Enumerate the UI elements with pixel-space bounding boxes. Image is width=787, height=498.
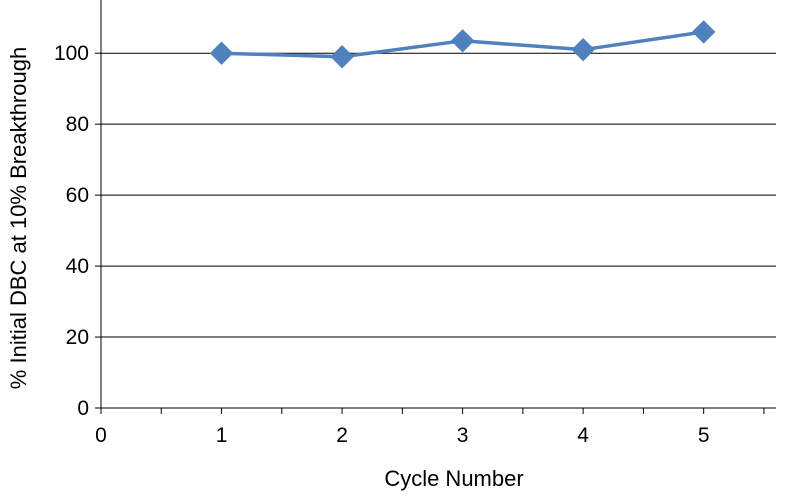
data-point-diamond bbox=[450, 29, 475, 53]
tick-labels: 0 20 40 60 80 100 0 1 2 3 4 5 bbox=[54, 42, 710, 447]
x-tick-label: 2 bbox=[336, 424, 348, 447]
y-tick-label: 40 bbox=[66, 255, 89, 278]
y-axis-title: % Initial DBC at 10% Breakthrough bbox=[6, 47, 31, 389]
data-point-diamond bbox=[571, 37, 595, 62]
y-tick-label: 0 bbox=[77, 397, 89, 420]
y-tick-label: 100 bbox=[54, 42, 89, 65]
series bbox=[209, 20, 716, 69]
x-tick-label: 5 bbox=[698, 424, 710, 447]
data-point-diamond bbox=[691, 20, 716, 44]
data-point-diamond bbox=[209, 41, 234, 65]
x-tick-label: 0 bbox=[95, 424, 107, 447]
x-tick-label: 4 bbox=[577, 424, 589, 447]
x-tick-label: 1 bbox=[216, 424, 228, 447]
data-point-diamond bbox=[330, 45, 354, 69]
axes bbox=[95, 0, 776, 414]
y-tick-label: 20 bbox=[66, 326, 89, 349]
x-axis-title: Cycle Number bbox=[384, 466, 523, 491]
x-tick-label: 3 bbox=[457, 424, 469, 447]
y-tick-label: 80 bbox=[66, 113, 89, 136]
gridlines bbox=[101, 52, 776, 338]
y-tick-label: 60 bbox=[66, 184, 89, 207]
